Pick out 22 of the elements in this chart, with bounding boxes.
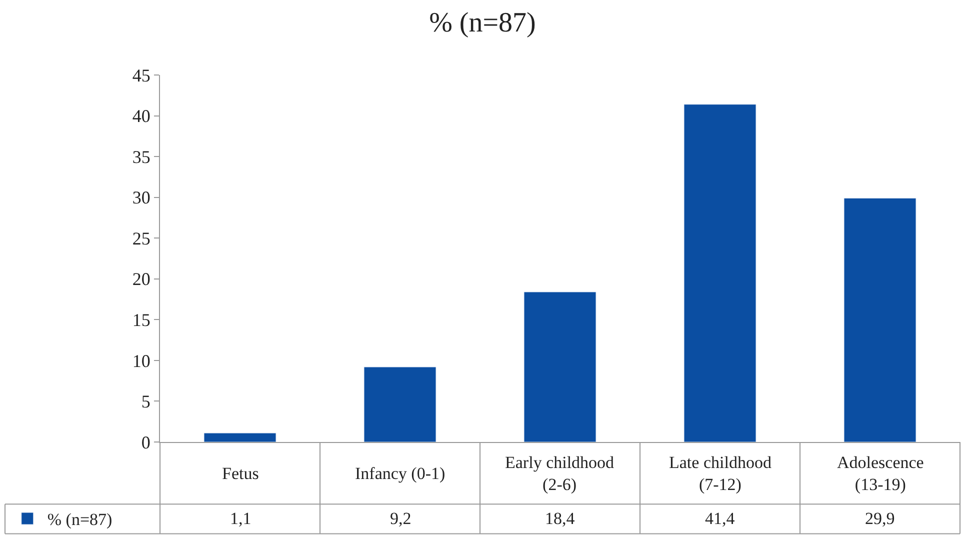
y-tick-label: 5 bbox=[141, 392, 150, 412]
legend-label: % (n=87) bbox=[47, 510, 112, 530]
x-tick-label: Adolescence (13-19) bbox=[837, 453, 924, 494]
y-tick-label: 10 bbox=[132, 350, 150, 371]
data-label: 9,2 bbox=[390, 509, 412, 528]
x-tick-label: Early childhood (2-6) bbox=[505, 453, 615, 494]
y-tick-label: 45 bbox=[132, 65, 150, 86]
y-tick-label: 25 bbox=[132, 228, 150, 248]
y-tick-label: 40 bbox=[132, 106, 150, 126]
y-tick-label: 15 bbox=[132, 310, 150, 330]
y-tick-label: 20 bbox=[132, 269, 150, 290]
data-label: 29,9 bbox=[865, 509, 895, 528]
data-label: 18,4 bbox=[545, 509, 576, 528]
y-tick-label: 35 bbox=[132, 146, 150, 167]
x-tick-label: Late childhood (7-12) bbox=[669, 453, 772, 494]
chart-title: % (n=87) bbox=[429, 8, 536, 39]
data-label: 41,4 bbox=[705, 509, 736, 528]
data-label: 1,1 bbox=[230, 509, 252, 528]
x-tick-label: Infancy (0-1) bbox=[355, 464, 446, 483]
y-tick-label: 0 bbox=[141, 432, 150, 452]
y-tick-label: 30 bbox=[132, 188, 150, 208]
x-tick-label: Fetus bbox=[222, 464, 259, 483]
